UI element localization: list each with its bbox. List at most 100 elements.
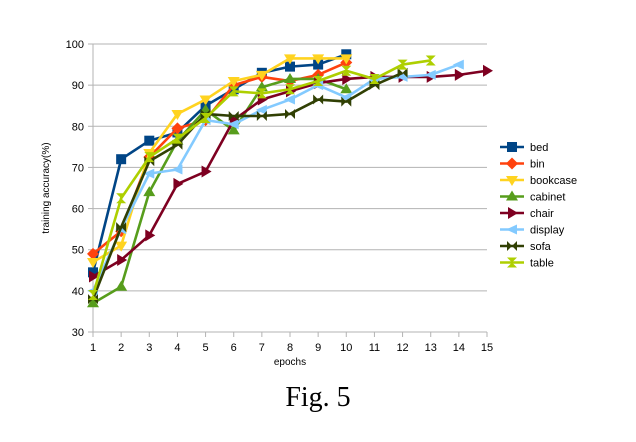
figure-caption: Fig. 5: [285, 382, 351, 413]
series-line-display: [91, 63, 460, 292]
data-point-sofa: [228, 111, 239, 121]
x-tick-label: 7: [259, 342, 265, 354]
data-point-table: [369, 73, 380, 84]
data-point-chair: [145, 229, 156, 242]
series-line-cabinet: [92, 77, 347, 305]
data-point-chair: [454, 68, 465, 81]
series-group: [87, 49, 493, 308]
data-point-table: [144, 152, 155, 163]
data-point-bookcase: [255, 70, 268, 81]
data-point-cabinet: [284, 72, 296, 83]
data-point-sofa: [256, 111, 267, 121]
y-axis-tick-labels: 30 40 50 60 70 80 90 100: [66, 39, 84, 339]
x-tick-label: 2: [118, 342, 124, 354]
y-tick-label: 100: [66, 39, 84, 51]
data-point-table: [228, 86, 239, 97]
data-point-bin: [171, 122, 184, 135]
chart-axes: [88, 43, 488, 337]
data-point-cabinet: [227, 124, 240, 135]
data-point-sofa: [285, 108, 295, 119]
y-tick-label: 90: [72, 80, 84, 92]
data-point-bookcase: [227, 77, 240, 88]
data-point-table: [172, 133, 183, 144]
x-tick-label: 9: [315, 342, 321, 354]
legend-item-chair: chair: [500, 207, 554, 220]
data-point-table: [285, 84, 295, 95]
x-tick-label: 15: [481, 342, 493, 354]
x-tick-label: 6: [231, 342, 237, 354]
data-point-bed: [116, 154, 127, 165]
data-point-display: [424, 69, 436, 80]
legend-swatch-marker: [508, 207, 518, 219]
x-tick-label: 3: [146, 342, 152, 354]
legend-label: cabinet: [530, 192, 565, 204]
data-point-bed: [313, 59, 324, 70]
x-tick-label: 5: [203, 342, 209, 354]
x-axis-tick-labels: 1 2 3 4 5 6 7 8 9 10 11 12 13 14 15: [90, 342, 493, 354]
data-point-display: [284, 94, 295, 105]
series-line-bed: [91, 53, 347, 273]
series-bookcase: [87, 54, 353, 269]
x-tick-label: 12: [396, 342, 408, 354]
legend-swatch-marker: [507, 241, 517, 251]
legend-swatch-marker: [506, 190, 518, 201]
data-point-bin: [87, 247, 99, 260]
y-tick-label: 70: [72, 162, 84, 174]
data-point-sofa: [397, 67, 408, 78]
data-point-table: [256, 88, 267, 99]
data-point-display: [227, 119, 239, 130]
legend-label: display: [530, 225, 565, 237]
legend-label: chair: [530, 208, 554, 220]
x-tick-label: 4: [174, 342, 180, 354]
data-point-cabinet: [143, 186, 156, 197]
legend-item-bin: bin: [500, 157, 545, 171]
legend-label: bin: [530, 159, 545, 171]
data-point-sofa: [116, 222, 127, 233]
y-tick-label: 50: [72, 245, 84, 257]
y-tick-label: 80: [72, 121, 84, 133]
legend-label: bookcase: [530, 175, 577, 187]
data-point-table: [397, 59, 408, 70]
data-point-display: [143, 168, 155, 179]
legend-item-display: display: [500, 224, 565, 237]
data-point-cabinet: [340, 83, 353, 94]
legend-item-cabinet: cabinet: [500, 190, 565, 204]
data-point-bookcase: [171, 109, 184, 120]
legend-swatch-marker: [507, 257, 517, 268]
data-point-bookcase: [284, 54, 296, 65]
series-line-table: [91, 59, 431, 296]
legend-swatch-marker: [506, 157, 518, 170]
data-point-chair: [173, 177, 184, 190]
data-point-chair: [117, 254, 128, 266]
data-point-bed: [341, 49, 352, 60]
x-tick-label: 1: [90, 342, 96, 354]
legend-label: table: [530, 258, 554, 270]
data-point-display: [452, 59, 464, 70]
data-point-bookcase: [199, 95, 212, 106]
data-point-bed: [88, 267, 98, 278]
data-point-bed: [285, 61, 295, 72]
x-tick-label: 11: [369, 342, 380, 354]
legend-swatch-marker: [506, 224, 517, 235]
x-tick-label: 8: [287, 342, 293, 354]
legend-item-table: table: [500, 257, 554, 270]
series-table: [88, 55, 436, 300]
x-tick-label: 13: [425, 342, 437, 354]
legend-label: sofa: [530, 241, 552, 253]
chart-legend: bed bin bookcase cabinet chair display sofa tab…: [500, 142, 577, 270]
x-tick-label: 14: [453, 342, 465, 354]
data-point-cabinet: [115, 280, 128, 291]
data-point-bookcase: [340, 54, 353, 65]
data-point-sofa: [341, 96, 352, 107]
y-tick-label: 60: [72, 204, 84, 216]
data-point-chair: [342, 72, 353, 85]
data-point-cabinet: [87, 297, 99, 308]
y-tick-label: 30: [72, 327, 84, 339]
data-point-table: [313, 76, 324, 87]
data-point-bed: [144, 135, 155, 146]
data-point-table: [116, 193, 127, 204]
legend-label: bed: [530, 142, 548, 154]
data-point-table: [341, 65, 352, 76]
legend-item-sofa: sofa: [500, 241, 552, 253]
